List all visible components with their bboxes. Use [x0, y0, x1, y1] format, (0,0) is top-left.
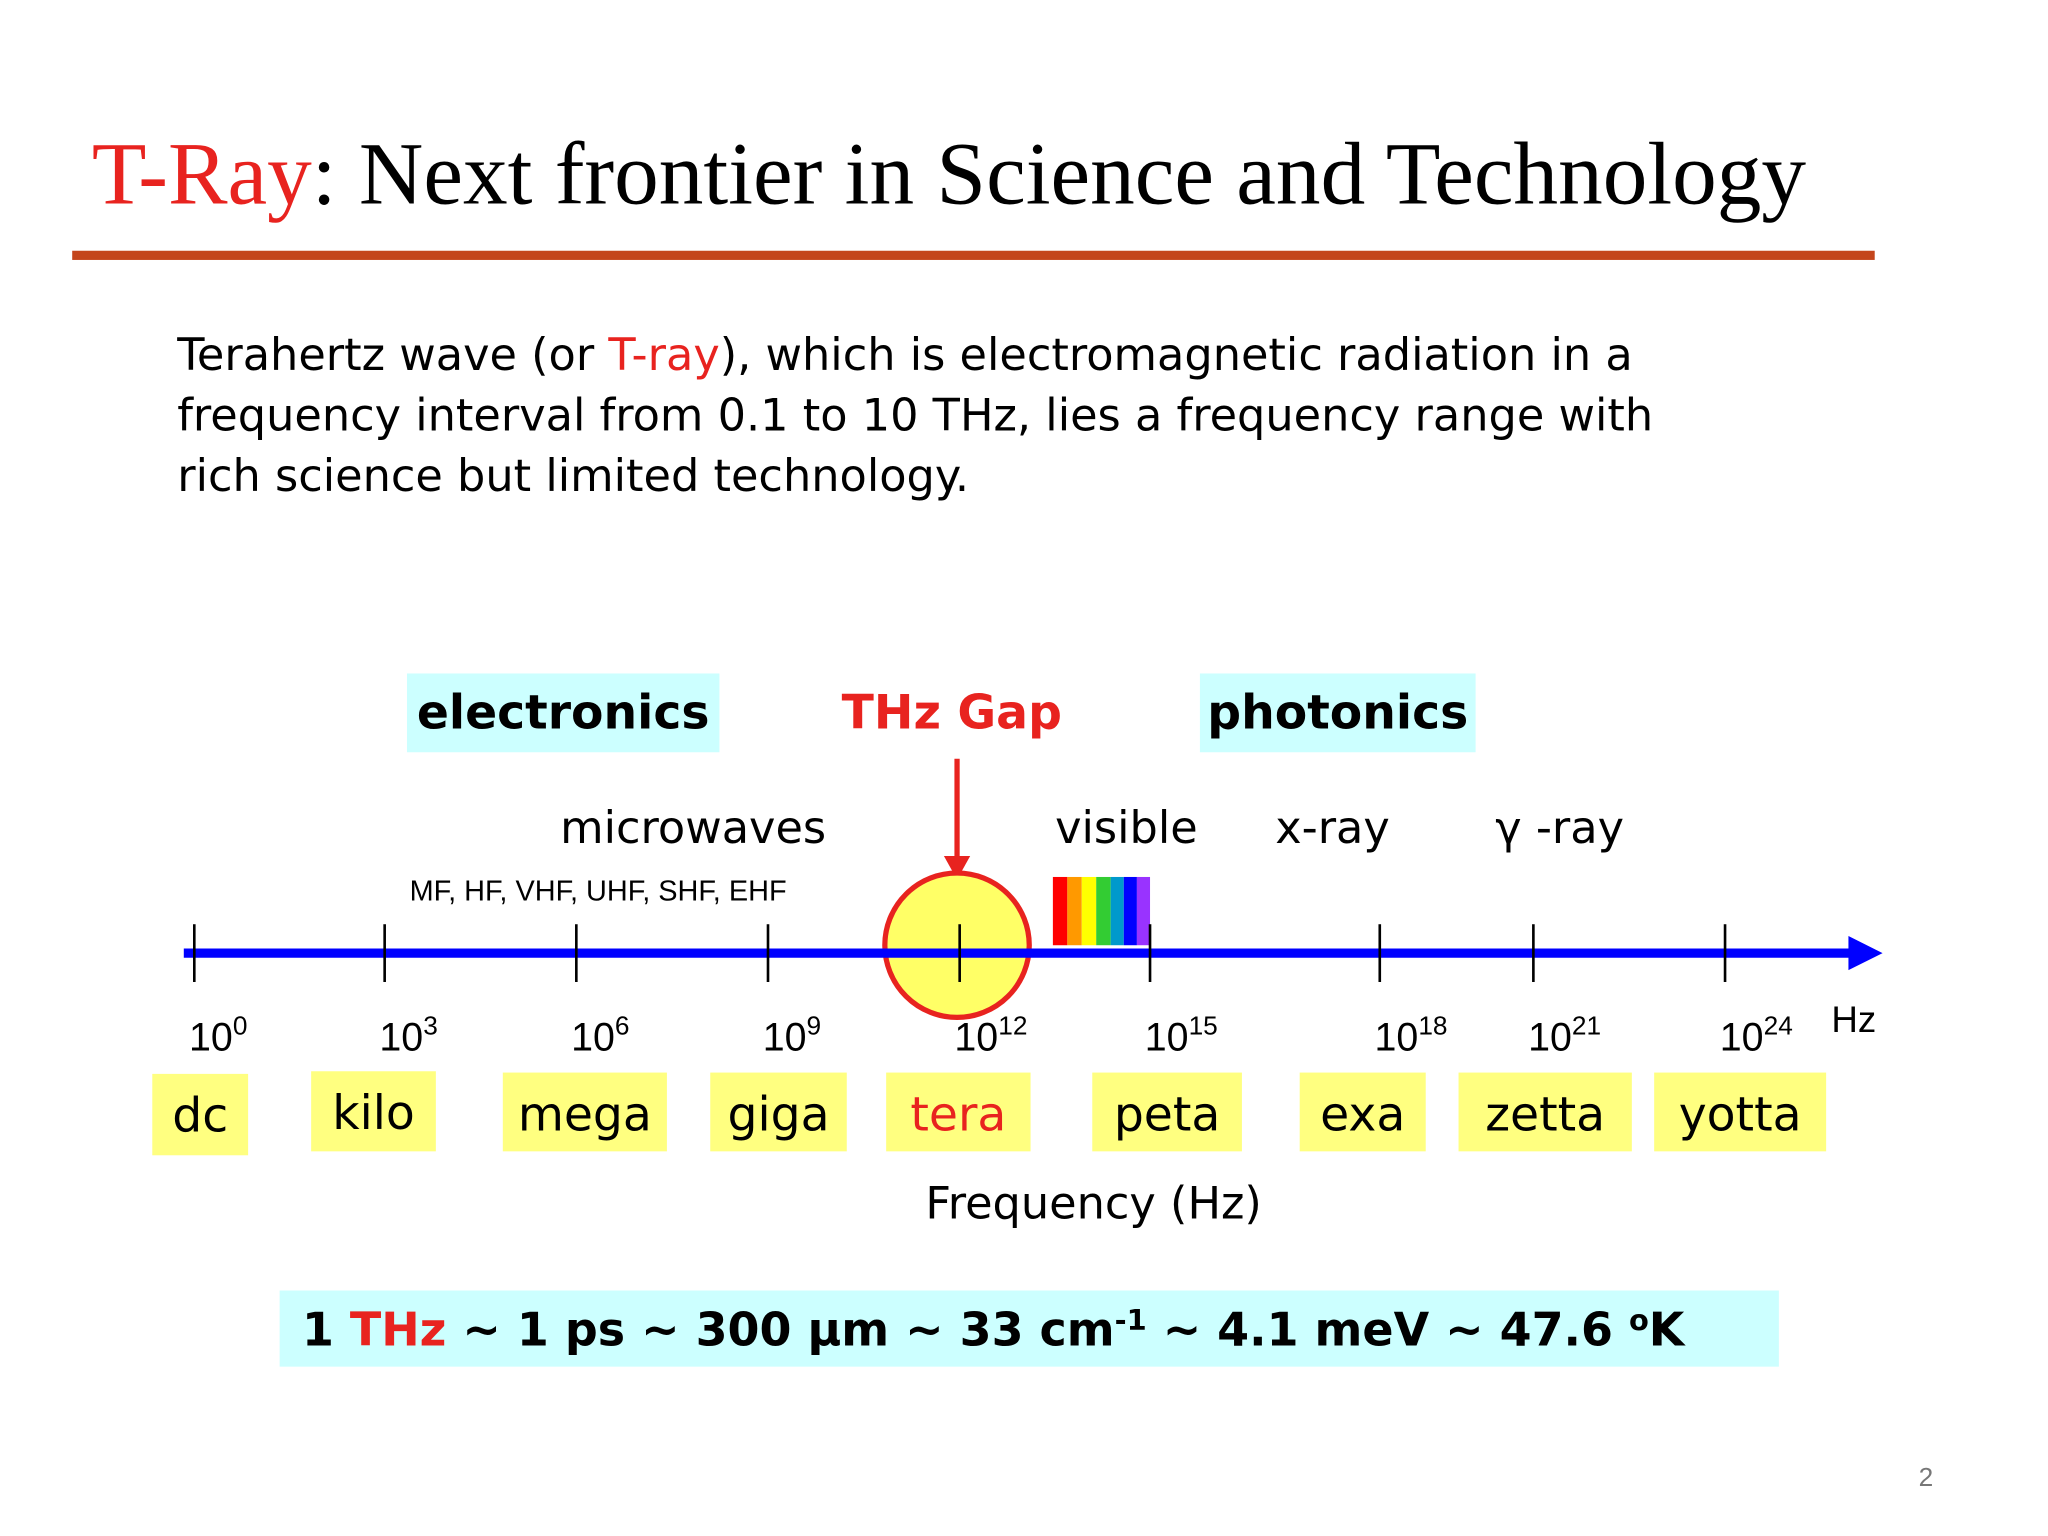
tick-base: 10 — [1528, 1015, 1572, 1059]
conversion-part: ~ 4.1 meV ~ 47.6 — [1147, 1303, 1629, 1357]
prefix-box — [1654, 1072, 1827, 1152]
prefix-label: yotta — [1679, 1087, 1802, 1142]
conversion-part: K — [1649, 1303, 1686, 1357]
gap-label: THz Gap — [842, 686, 1062, 741]
conversion-superscript: -1 — [1115, 1303, 1147, 1337]
tick-label: 1024 — [1720, 1011, 1793, 1060]
tick-base: 10 — [571, 1015, 615, 1059]
prefix-label: giga — [727, 1087, 829, 1142]
title: T-Ray: Next frontier in Science and Tech… — [92, 124, 1807, 223]
title-highlight: T-Ray — [92, 124, 312, 223]
conversion-highlight: THz — [350, 1303, 447, 1357]
prefix-label: mega — [518, 1087, 652, 1142]
tick-base: 10 — [954, 1015, 998, 1059]
tick-exp: 24 — [1764, 1011, 1793, 1041]
band-label: microwaves — [560, 802, 826, 854]
tick-label: 103 — [379, 1011, 437, 1060]
domain-box — [1199, 673, 1476, 753]
prefix-label: kilo — [332, 1086, 415, 1141]
axis-unit: Hz — [1831, 999, 1876, 1040]
tick-base: 10 — [1375, 1015, 1419, 1059]
prefix-label: zetta — [1485, 1087, 1605, 1142]
prefix-box — [1092, 1072, 1242, 1152]
axis-arrowhead — [1848, 936, 1883, 971]
intro-highlight: T-ray — [607, 329, 719, 381]
tick-exp: 21 — [1572, 1011, 1601, 1041]
band-label: x-ray — [1275, 802, 1390, 854]
intro-text: ), which is electromagnetic radiation in… — [720, 329, 1633, 381]
spectrum-stripe — [1123, 876, 1137, 946]
tick-label: 1012 — [954, 1011, 1027, 1060]
intro-text: rich science but limited technology. — [177, 450, 969, 502]
axis-title: Frequency (Hz) — [925, 1177, 1262, 1229]
prefix-box — [311, 1071, 436, 1152]
prefix-label: exa — [1320, 1087, 1405, 1142]
domain-box — [406, 673, 720, 753]
tick-base: 10 — [379, 1015, 423, 1059]
gap-arrowhead — [943, 855, 971, 880]
tick-exp: 9 — [807, 1011, 822, 1041]
title-rule — [72, 250, 1875, 260]
tick-label: 109 — [763, 1011, 821, 1060]
prefix-label: dc — [172, 1089, 228, 1144]
prefix-label: peta — [1114, 1087, 1221, 1142]
conversion-text: 1 THz ~ 1 ps ~ 300 μm ~ 33 cm-1 ~ 4.1 me… — [302, 1303, 1686, 1357]
tick-exp: 15 — [1189, 1011, 1218, 1041]
spectrum-stripe — [1067, 876, 1082, 946]
spectrum-stripe — [1110, 876, 1124, 946]
tick-label: 1018 — [1375, 1011, 1448, 1060]
spectrum-stripe — [1096, 876, 1111, 946]
tick-base: 10 — [189, 1015, 233, 1059]
band-sublabel: MF, HF, VHF, UHF, SHF, EHF — [410, 876, 787, 908]
intro-line: Terahertz wave (or T-ray), which is elec… — [176, 329, 1632, 381]
spectrum-stripe — [1081, 876, 1097, 946]
conversion-box — [279, 1290, 1779, 1367]
tick-exp: 6 — [615, 1011, 630, 1041]
prefix-box — [710, 1072, 847, 1152]
visible-spectrum — [1052, 876, 1151, 946]
tick-exp: 12 — [998, 1011, 1027, 1041]
tick-label: 1015 — [1145, 1011, 1218, 1060]
tick-label: 100 — [189, 1011, 247, 1060]
page-number: 2 — [1919, 1462, 1934, 1492]
conversion-superscript: o — [1629, 1303, 1649, 1337]
spectrum-stripe — [1052, 876, 1068, 946]
title-rest: : Next frontier in Science and Technolog… — [312, 124, 1807, 223]
conversion-part: 1 — [302, 1303, 350, 1357]
tick-label: 106 — [571, 1011, 629, 1060]
band-label: visible — [1055, 802, 1198, 854]
band-label: γ -ray — [1495, 802, 1624, 854]
prefix-box — [152, 1073, 249, 1156]
tick-exp: 0 — [233, 1011, 248, 1041]
prefix-box — [502, 1072, 667, 1152]
tick-label: 1021 — [1528, 1011, 1601, 1060]
spectrum-stripe — [1136, 876, 1151, 946]
domain-label: electronics — [417, 686, 710, 741]
prefix-box — [886, 1072, 1031, 1152]
tick-base: 10 — [1145, 1015, 1189, 1059]
tick-base: 10 — [763, 1015, 807, 1059]
domain-label: photonics — [1207, 686, 1468, 741]
intro-text: frequency interval from 0.1 to 10 THz, l… — [177, 390, 1653, 442]
prefix-box — [1458, 1072, 1632, 1152]
intro-line: frequency interval from 0.1 to 10 THz, l… — [177, 390, 1653, 442]
prefix-label: tera — [910, 1087, 1006, 1142]
tick-base: 10 — [1720, 1015, 1764, 1059]
intro-line: rich science but limited technology. — [177, 450, 969, 502]
tick-exp: 18 — [1418, 1011, 1447, 1041]
conversion-part: ~ 1 ps ~ 300 μm ~ 33 cm — [446, 1303, 1114, 1357]
gap-circle — [882, 870, 1032, 1021]
intro-text: Terahertz wave (or — [176, 329, 608, 381]
prefix-box — [1299, 1072, 1426, 1152]
tick-exp: 3 — [423, 1011, 438, 1041]
